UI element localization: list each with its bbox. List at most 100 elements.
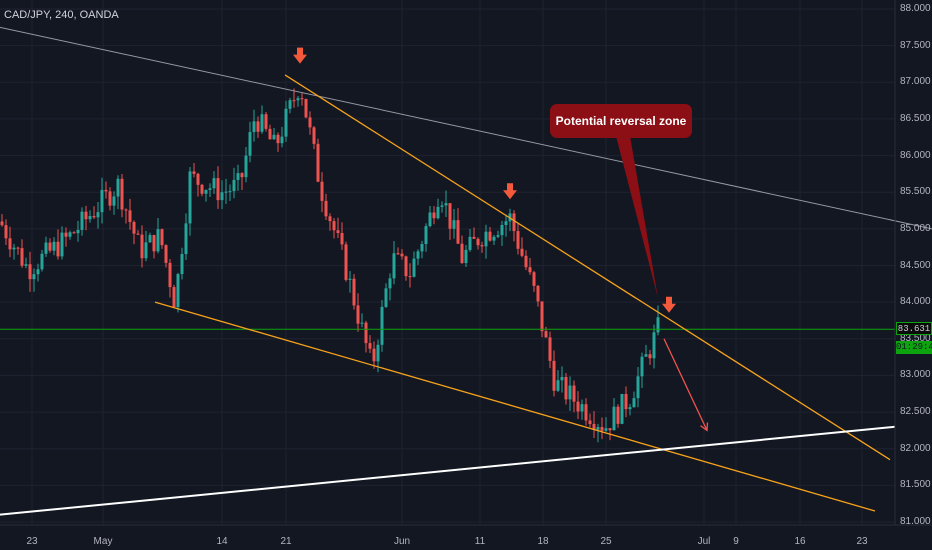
price-label: 81.500 <box>900 479 931 491</box>
candle-body <box>572 385 576 402</box>
candle-body <box>456 220 460 244</box>
candle-body <box>388 278 392 289</box>
candle-body <box>480 245 484 247</box>
candle-body <box>132 221 136 234</box>
candle-body <box>228 191 232 193</box>
time-label: 9 <box>733 536 739 547</box>
time-label: 23 <box>856 536 868 547</box>
candle-body <box>96 212 100 218</box>
candle-body <box>392 253 396 279</box>
candle-body <box>536 285 540 302</box>
candle-body <box>404 256 408 277</box>
candle-body <box>364 322 368 344</box>
price-label: 84.500 <box>900 259 931 271</box>
candle-body <box>188 171 192 224</box>
time-label: 25 <box>600 536 612 547</box>
symbol-title[interactable]: CAD/JPY, 240, OANDA <box>4 9 119 21</box>
candle-body <box>272 134 276 140</box>
candle-body <box>500 224 504 236</box>
candle-body <box>116 178 120 197</box>
rising-support-line <box>0 425 896 516</box>
projection-arrow-head <box>700 422 709 432</box>
candle-body <box>528 267 532 273</box>
candle-body <box>548 337 552 361</box>
price-label: 84.000 <box>900 296 931 308</box>
candle-body <box>416 251 420 259</box>
price-label: 86.500 <box>900 112 931 124</box>
candle-body <box>336 230 340 234</box>
price-label: 82.000 <box>900 442 931 454</box>
candle-body <box>580 404 584 412</box>
candle-body <box>168 262 172 288</box>
candle-body <box>240 173 244 178</box>
candle-body <box>164 245 168 263</box>
candle-body <box>564 376 568 400</box>
candle-body <box>16 247 20 249</box>
candle-body <box>260 114 264 132</box>
candle-body <box>232 179 236 192</box>
candle-body <box>520 248 524 256</box>
candle-body <box>20 248 24 266</box>
down-arrow-icon <box>503 183 517 200</box>
candle-body <box>140 234 144 259</box>
candle-body <box>596 427 600 430</box>
candle-body <box>28 264 32 280</box>
candle-body <box>512 213 516 232</box>
candle-body <box>128 210 132 222</box>
candle-body <box>60 232 64 257</box>
price-label: 87.500 <box>900 39 931 51</box>
current-price-tag: 83.631 <box>896 322 932 335</box>
candle-body <box>316 143 320 182</box>
arrow-markers <box>293 47 676 313</box>
candle-body <box>632 398 636 408</box>
bar-countdown-tag: 01:29:49 <box>896 341 932 354</box>
candle-body <box>400 253 404 257</box>
candle-body <box>492 236 496 241</box>
candle-body <box>136 233 140 235</box>
candle-body <box>312 127 316 144</box>
candle-body <box>368 343 372 349</box>
candle-body <box>196 173 200 185</box>
candle-body <box>100 189 104 213</box>
candle-body <box>160 229 164 246</box>
candle-body <box>504 221 508 225</box>
candle-body <box>280 136 284 144</box>
candle-body <box>328 216 332 222</box>
candle-body <box>636 376 640 399</box>
candle-body <box>560 376 564 381</box>
candle-body <box>208 188 212 190</box>
candle-body <box>588 420 592 425</box>
trendlines[interactable] <box>0 26 932 516</box>
candle-body <box>112 196 116 206</box>
price-label: 83.000 <box>900 369 931 381</box>
candle-body <box>24 264 28 266</box>
candle-body <box>360 322 364 324</box>
candle-body <box>36 269 40 275</box>
candle-body <box>440 205 444 207</box>
candle-body <box>332 221 336 231</box>
candle-body <box>108 191 112 206</box>
time-label: 21 <box>280 536 292 547</box>
candle-body <box>600 427 604 431</box>
candle-body <box>476 238 480 246</box>
candle-body <box>652 332 656 359</box>
candle-body <box>604 428 608 431</box>
candle-body <box>216 178 220 201</box>
candle-body <box>248 132 252 156</box>
candle-body <box>80 211 84 230</box>
down-arrow-icon <box>293 47 307 64</box>
candle-body <box>76 229 80 234</box>
candle-body <box>576 401 580 412</box>
candle-body <box>124 209 128 211</box>
candle-body <box>172 287 176 308</box>
candle-body <box>176 274 180 308</box>
descending-resistance-line <box>284 74 891 461</box>
candle-body <box>432 212 436 219</box>
candle-body <box>428 212 432 227</box>
candle-body <box>372 348 376 362</box>
candle-body <box>384 288 388 307</box>
candle-body <box>8 238 12 250</box>
potential-reversal-zone-callout[interactable]: Potential reversal zone <box>550 104 692 138</box>
candle-body <box>184 223 188 255</box>
